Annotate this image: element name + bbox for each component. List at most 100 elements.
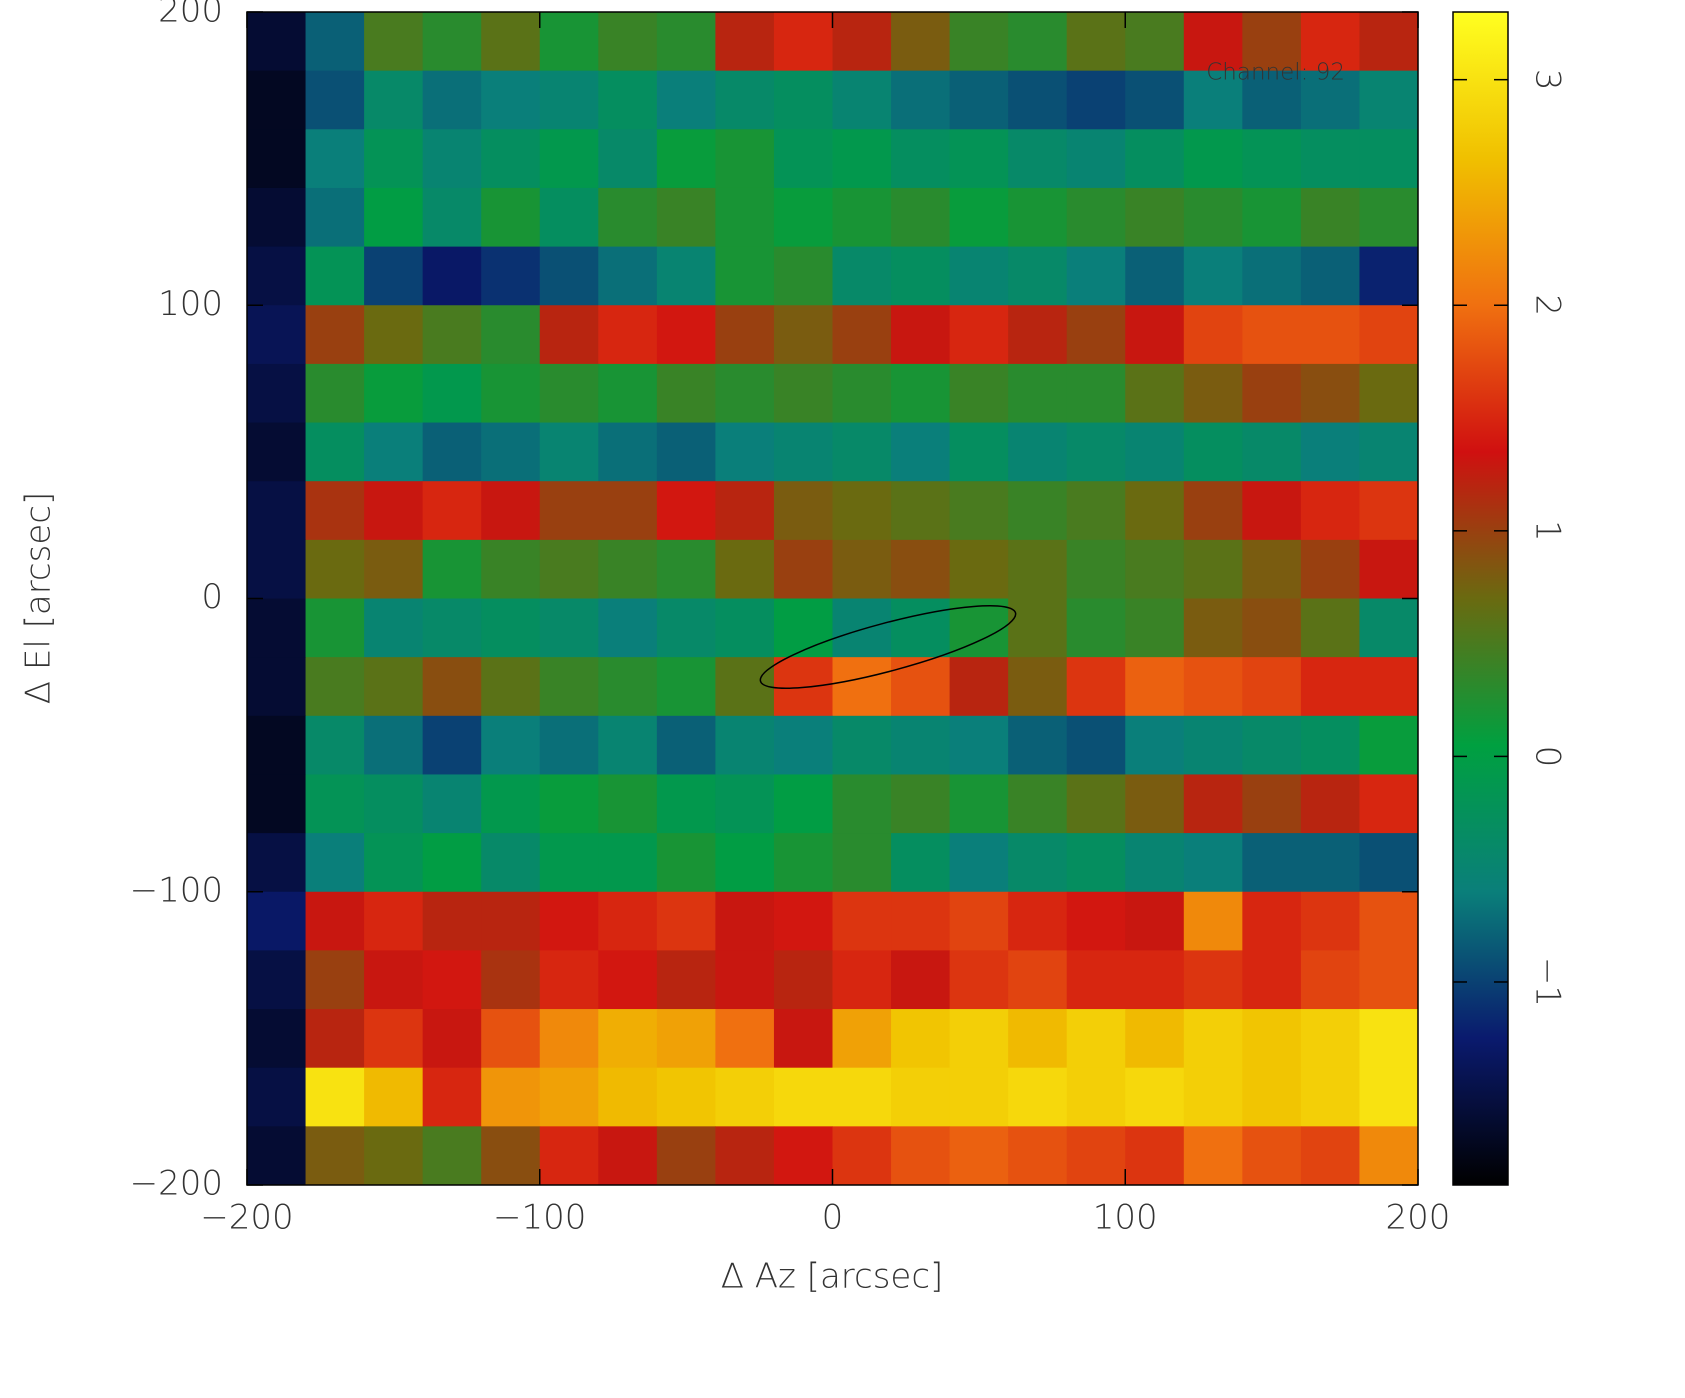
heatmap-cell	[1183, 1067, 1243, 1127]
heatmap-cell	[247, 598, 307, 658]
heatmap-cell	[305, 1067, 365, 1127]
heatmap-cell	[1183, 246, 1243, 306]
heatmap-cell	[832, 481, 892, 541]
heatmap-cell	[305, 305, 365, 365]
heatmap-cell	[891, 950, 951, 1010]
heatmap-cell	[715, 891, 775, 951]
heatmap-cell	[715, 833, 775, 893]
heatmap-cell	[247, 833, 307, 893]
heatmap-cell	[891, 1067, 951, 1127]
colorbar-tick-label: 3	[1528, 69, 1568, 91]
heatmap-cell	[598, 187, 658, 248]
colorbar	[1452, 11, 1509, 1186]
heatmap-cell	[598, 12, 658, 72]
heatmap-cell	[1008, 481, 1068, 541]
heatmap-cell	[1242, 246, 1302, 306]
heatmap-cell	[598, 833, 658, 893]
heatmap-cell	[773, 246, 833, 306]
heatmap-cell	[1300, 657, 1360, 717]
heatmap-cell	[1183, 950, 1243, 1010]
heatmap-cell	[598, 422, 658, 482]
heatmap-cell	[481, 891, 541, 951]
heatmap-cell	[481, 657, 541, 717]
heatmap-cell	[305, 950, 365, 1010]
heatmap-cell	[832, 363, 892, 424]
heatmap-cell	[1183, 657, 1243, 717]
heatmap-cell	[1183, 12, 1243, 72]
heatmap-cell	[1300, 774, 1360, 834]
heatmap-cell	[422, 598, 482, 658]
heatmap-cell	[305, 833, 365, 893]
heatmap-cell	[539, 70, 599, 130]
heatmap-cell	[1242, 833, 1302, 893]
heatmap-cell	[1066, 70, 1126, 130]
heatmap-cell	[364, 187, 424, 248]
heatmap-cell	[773, 422, 833, 482]
heatmap-cell	[1008, 305, 1068, 365]
heatmap-cell	[1242, 891, 1302, 951]
heatmap-cell	[364, 422, 424, 482]
heatmap-cell	[1008, 187, 1068, 248]
heatmap-cell	[422, 891, 482, 951]
heatmap-cell	[481, 774, 541, 834]
heatmap-cell	[598, 1009, 658, 1069]
heatmap-cell	[1008, 833, 1068, 893]
heatmap-cell	[1066, 422, 1126, 482]
heatmap-cell	[832, 187, 892, 248]
heatmap-cell	[1183, 598, 1243, 658]
heatmap-cell	[539, 129, 599, 189]
heatmap-cell	[1183, 774, 1243, 834]
heatmap-cell	[773, 1067, 833, 1127]
heatmap-cell	[364, 1126, 424, 1186]
heatmap-cell	[364, 129, 424, 189]
heatmap-cell	[1300, 187, 1360, 248]
heatmap-cell	[1066, 891, 1126, 951]
heatmap-cell	[1066, 1067, 1126, 1127]
x-tick-label: −100	[493, 1198, 586, 1238]
heatmap-cell	[773, 70, 833, 130]
y-axis-label: Δ El [arcsec]	[19, 492, 59, 704]
heatmap-cell	[1183, 422, 1243, 482]
heatmap-cell	[891, 305, 951, 365]
heatmap-cell	[481, 1067, 541, 1127]
heatmap-cell	[1300, 481, 1360, 541]
heatmap-cell	[247, 950, 307, 1010]
heatmap-cell	[1066, 950, 1126, 1010]
heatmap-cell	[1125, 1126, 1185, 1186]
heatmap-cell	[1066, 774, 1126, 834]
heatmap-cell	[949, 950, 1009, 1010]
heatmap-cell	[656, 481, 716, 541]
heatmap	[247, 12, 1419, 1186]
heatmap-cell	[1125, 891, 1185, 951]
heatmap-cell	[1183, 539, 1243, 599]
heatmap-cell	[598, 950, 658, 1010]
heatmap-cell	[1008, 363, 1068, 424]
heatmap-cell	[305, 70, 365, 130]
heatmap-cell	[832, 1009, 892, 1069]
heatmap-cell	[773, 1009, 833, 1069]
heatmap-cell	[1359, 187, 1419, 248]
heatmap-cell	[364, 774, 424, 834]
heatmap-cell	[891, 363, 951, 424]
heatmap-cell	[247, 539, 307, 599]
heatmap-cell	[1183, 305, 1243, 365]
heatmap-cell	[773, 715, 833, 775]
heatmap-cell	[715, 774, 775, 834]
heatmap-cell	[832, 70, 892, 130]
heatmap-cell	[891, 1126, 951, 1186]
heatmap-cell	[656, 12, 716, 72]
heatmap-cell	[949, 363, 1009, 424]
heatmap-cell	[1008, 129, 1068, 189]
heatmap-cell	[1066, 481, 1126, 541]
heatmap-cell	[539, 774, 599, 834]
heatmap-cell	[715, 422, 775, 482]
heatmap-cell	[1066, 12, 1126, 72]
heatmap-cell	[891, 657, 951, 717]
heatmap-cell	[832, 715, 892, 775]
heatmap-cell	[1066, 246, 1126, 306]
heatmap-cell	[364, 1067, 424, 1127]
x-tick-label: −200	[200, 1198, 293, 1238]
heatmap-cell	[247, 246, 307, 306]
heatmap-cell	[891, 481, 951, 541]
heatmap-cell	[1242, 539, 1302, 599]
